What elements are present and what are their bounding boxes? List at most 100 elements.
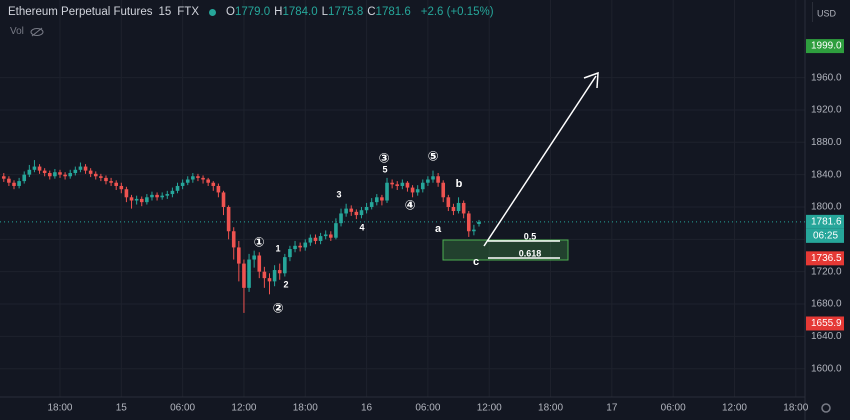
candle-body <box>472 229 476 232</box>
candle-body <box>446 197 451 207</box>
candle-body <box>12 182 16 186</box>
candle-body <box>436 176 440 183</box>
candle-body <box>354 211 359 216</box>
candle-body <box>170 190 175 195</box>
candle-body <box>155 194 159 198</box>
settings-icon[interactable] <box>821 403 831 413</box>
ohlc-label: O <box>226 6 235 18</box>
candle-body <box>390 182 394 185</box>
price-tag-label: 1999.0 <box>811 41 842 52</box>
countdown: 06:25 <box>813 231 838 242</box>
countdown-bg <box>806 228 844 243</box>
candle-body <box>63 174 67 177</box>
candle-body <box>431 176 435 180</box>
candle-body <box>104 177 108 182</box>
candle-body <box>380 197 384 201</box>
price-tag <box>806 39 844 54</box>
candle-body <box>68 173 73 177</box>
candle-body <box>180 182 185 186</box>
x-tick-label: 06:00 <box>415 403 440 414</box>
candle-body <box>139 198 144 203</box>
candle-body <box>385 182 389 201</box>
candle-body <box>410 187 415 193</box>
y-tick-label: 1960.0 <box>811 72 842 83</box>
change: +2.6 (+0.15%) <box>420 6 494 18</box>
x-tick-label: 17 <box>606 403 618 414</box>
y-tick-label: 1600.0 <box>811 363 842 374</box>
candle-body <box>247 259 251 288</box>
candle-body <box>22 174 27 182</box>
price-tag <box>806 214 844 229</box>
y-tick-label: 1640.0 <box>811 331 842 342</box>
candle-body <box>293 245 297 250</box>
currency: USD <box>817 8 837 18</box>
candle-body <box>420 182 425 190</box>
candle-body <box>78 166 83 170</box>
ohlc-value: 1781.6 <box>375 6 411 18</box>
candle-body <box>237 247 241 264</box>
candle-body <box>17 181 21 186</box>
candle-body <box>262 271 267 279</box>
volume-label: Vol <box>10 26 24 37</box>
candle-body <box>298 245 302 248</box>
x-tick-label: 12:00 <box>231 403 256 414</box>
candle-body <box>53 172 57 177</box>
candle-body <box>339 213 343 224</box>
separator <box>812 2 813 22</box>
candle-body <box>99 176 103 178</box>
price-tag <box>806 316 844 331</box>
candle-body <box>150 194 154 198</box>
candle-body <box>226 206 231 232</box>
candle-body <box>58 172 62 175</box>
exchange: FTX <box>177 6 199 18</box>
ohlc-label: H <box>274 6 283 18</box>
candle-body <box>303 242 308 248</box>
candle-body <box>323 234 328 237</box>
candle-body <box>191 176 195 180</box>
wave-label: 5 <box>382 164 387 174</box>
wave-label: a <box>435 223 442 235</box>
candle-body <box>477 221 481 224</box>
candle-body <box>185 179 190 183</box>
candle-body <box>196 176 200 178</box>
wave-label: 3 <box>336 189 341 199</box>
candle-body <box>114 182 118 186</box>
candle-body <box>134 198 139 201</box>
x-tick-label: 18:00 <box>47 403 72 414</box>
x-tick-label: 18:00 <box>783 403 808 414</box>
ohlc: O1779.0 H1784.0 L1775.8 C1781.6 <box>226 6 415 18</box>
y-tick-label: 1920.0 <box>811 105 842 116</box>
candle-body <box>221 192 226 207</box>
candle-body <box>344 208 348 214</box>
candle-body <box>374 197 379 203</box>
x-tick-label: 06:00 <box>170 403 195 414</box>
candle-body <box>160 195 164 198</box>
candle-body <box>252 255 256 260</box>
fib-zone <box>442 239 569 261</box>
wave-label: b <box>456 178 463 190</box>
candle-body <box>42 170 47 174</box>
x-tick-label: 18:00 <box>293 403 318 414</box>
x-tick-label: 12:00 <box>477 403 502 414</box>
y-tick-label: 1840.0 <box>811 169 842 180</box>
candle-body <box>206 179 210 183</box>
candle-body <box>318 236 323 241</box>
price-tag <box>806 251 844 266</box>
candle-body <box>277 270 282 274</box>
wave-label: 1 <box>275 243 280 253</box>
candle-body <box>267 278 272 282</box>
y-tick-label: 1720.0 <box>811 266 842 277</box>
candle-body <box>109 181 113 183</box>
candle-body <box>405 182 410 188</box>
candle-body <box>415 189 420 193</box>
candle-body <box>242 263 246 288</box>
candle-body <box>27 169 32 175</box>
ohlc-label: L <box>321 6 329 18</box>
x-tick-label: 15 <box>116 403 128 414</box>
hidden-icon[interactable] <box>30 27 44 37</box>
candle-body <box>201 177 205 180</box>
x-tick-label: 12:00 <box>722 403 747 414</box>
candle-body <box>37 166 42 171</box>
candle-body <box>93 173 98 177</box>
